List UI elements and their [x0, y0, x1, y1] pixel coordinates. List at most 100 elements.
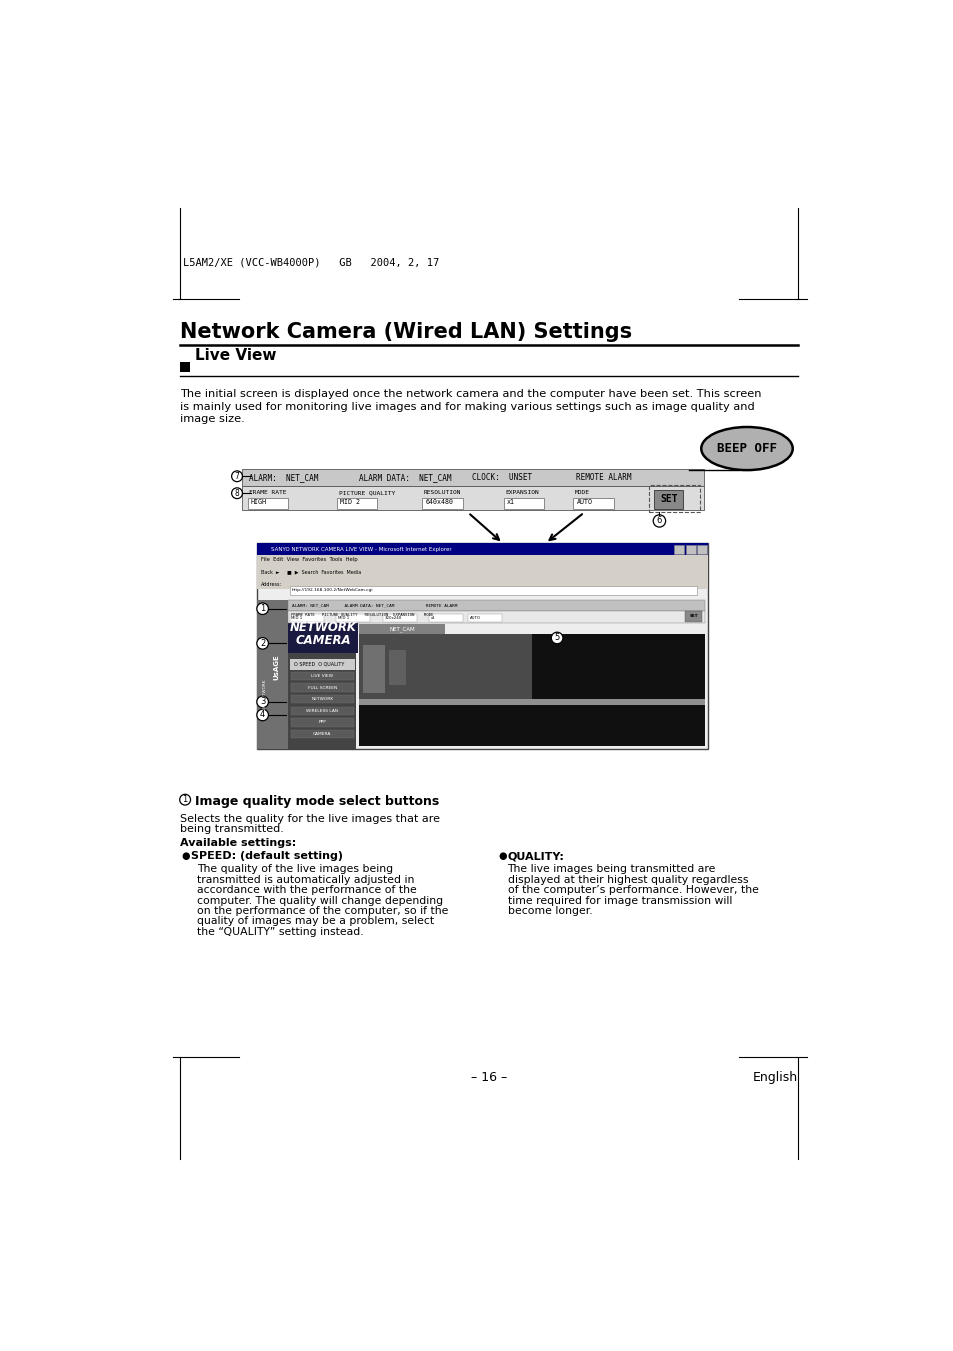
Text: 1: 1	[182, 796, 188, 804]
Bar	[291, 694, 354, 704]
Text: File  Edit  View  Favorites  Tools  Help: File Edit View Favorites Tools Help	[261, 557, 357, 562]
Text: x1: x1	[431, 616, 436, 620]
Text: 3: 3	[259, 697, 265, 707]
Bar	[359, 634, 704, 746]
Bar	[290, 585, 697, 594]
Text: The initial screen is displayed once the network camera and the computer have be: The initial screen is displayed once the…	[179, 389, 760, 400]
Bar	[257, 565, 707, 578]
Bar	[363, 644, 385, 693]
Text: quality of images may be a problem, select: quality of images may be a problem, sele…	[196, 916, 434, 927]
Text: – 16 –: – 16 –	[471, 1071, 506, 1084]
Text: 8: 8	[234, 489, 239, 497]
Bar	[649, 485, 699, 512]
Text: L5AM2/XE (VCC-WB4000P)   GB   2004, 2, 17: L5AM2/XE (VCC-WB4000P) GB 2004, 2, 17	[183, 257, 438, 267]
Bar	[382, 615, 416, 621]
Circle shape	[232, 488, 242, 499]
Text: MID 1: MID 1	[291, 616, 302, 620]
Bar	[241, 485, 703, 511]
Bar	[288, 611, 704, 623]
Bar	[429, 615, 463, 621]
Circle shape	[232, 471, 242, 482]
Text: 2: 2	[260, 639, 265, 648]
Bar	[468, 615, 501, 621]
Text: being transmitted.: being transmitted.	[179, 824, 283, 835]
Bar	[422, 497, 462, 508]
Text: Image quality mode select buttons: Image quality mode select buttons	[195, 794, 439, 808]
Text: Back  ►     ■  ▶  Search  Favorites  Media: Back ► ■ ▶ Search Favorites Media	[261, 569, 361, 574]
Text: FULL SCREEN: FULL SCREEN	[308, 686, 336, 689]
Bar	[288, 653, 356, 748]
Text: ●: ●	[497, 851, 506, 862]
Text: 7: 7	[234, 471, 239, 481]
Bar	[359, 624, 444, 634]
Text: transmitted is automatically adjusted in: transmitted is automatically adjusted in	[196, 874, 414, 885]
Text: 6: 6	[656, 516, 661, 526]
Text: MID 2: MID 2	[340, 500, 359, 505]
Text: SANYO NETWORK: SANYO NETWORK	[263, 680, 267, 716]
Bar	[573, 497, 613, 508]
Circle shape	[256, 638, 268, 648]
Text: SANYO NETWORK CAMERA LIVE VIEW - Microsoft Internet Explorer: SANYO NETWORK CAMERA LIVE VIEW - Microso…	[271, 547, 452, 553]
Text: Available settings:: Available settings:	[179, 838, 295, 848]
Text: ALARM:  NET_CAM: ALARM: NET_CAM	[249, 473, 318, 482]
Circle shape	[256, 696, 268, 708]
Text: is mainly used for monitoring live images and for making various settings such a: is mainly used for monitoring live image…	[179, 401, 754, 412]
Bar	[241, 469, 703, 485]
Text: NETWORK: NETWORK	[311, 697, 333, 701]
Bar	[336, 497, 377, 508]
Circle shape	[179, 794, 191, 805]
Text: the “QUALITY” setting instead.: the “QUALITY” setting instead.	[196, 927, 363, 936]
Text: AUTO: AUTO	[576, 500, 592, 505]
Bar	[291, 671, 354, 681]
Bar	[685, 544, 695, 554]
Circle shape	[256, 603, 268, 615]
Text: MID 1: MID 1	[337, 616, 349, 620]
Text: Address:: Address:	[261, 581, 282, 586]
Bar	[257, 600, 288, 748]
Bar	[335, 615, 370, 621]
Bar	[359, 698, 704, 705]
Bar	[291, 719, 354, 727]
Text: QUALITY:: QUALITY:	[507, 851, 564, 862]
Text: MODE: MODE	[575, 490, 589, 494]
Text: computer. The quality will change depending: computer. The quality will change depend…	[196, 896, 442, 905]
Text: RESOLUTION: RESOLUTION	[423, 490, 461, 494]
Text: BEEP OFF: BEEP OFF	[717, 442, 776, 455]
Text: ●: ●	[181, 851, 190, 862]
Text: The live images being transmitted are: The live images being transmitted are	[507, 865, 715, 874]
Text: ALARM DATA:  NET_CAM: ALARM DATA: NET_CAM	[359, 473, 452, 482]
Text: time required for image transmission will: time required for image transmission wil…	[507, 896, 731, 905]
Text: on the performance of the computer, so if the: on the performance of the computer, so i…	[196, 907, 448, 916]
Text: PPP: PPP	[318, 720, 326, 724]
Bar	[291, 707, 354, 715]
Bar	[674, 544, 683, 554]
Bar	[684, 611, 701, 621]
Bar	[290, 659, 355, 670]
Circle shape	[551, 632, 562, 644]
Text: 5: 5	[554, 634, 559, 643]
Bar	[288, 600, 357, 653]
Bar	[248, 497, 288, 508]
Text: Live View: Live View	[195, 349, 276, 363]
Text: CAMERA: CAMERA	[313, 732, 331, 736]
Text: 4: 4	[260, 711, 265, 720]
Text: HIGH: HIGH	[251, 500, 267, 505]
Text: 640x480: 640x480	[425, 500, 453, 505]
Bar	[257, 543, 707, 748]
Text: WIRELESS LAN: WIRELESS LAN	[306, 709, 338, 713]
Text: http://192.168.100.2/NetWebCam.cgi: http://192.168.100.2/NetWebCam.cgi	[292, 588, 374, 592]
Text: O SPEED  O QUALITY: O SPEED O QUALITY	[294, 662, 344, 666]
Text: accordance with the performance of the: accordance with the performance of the	[196, 885, 416, 896]
Text: SET: SET	[689, 615, 697, 619]
Text: The quality of the live images being: The quality of the live images being	[196, 865, 393, 874]
Circle shape	[256, 709, 268, 720]
Text: English: English	[752, 1071, 798, 1084]
Text: REMOTE ALARM: REMOTE ALARM	[576, 473, 631, 482]
Text: ALARM: NET_CAM      ALARM DATA: NET_CAM            REMOTE ALARM: ALARM: NET_CAM ALARM DATA: NET_CAM REMOT…	[292, 604, 457, 608]
Circle shape	[653, 515, 665, 527]
Text: Network Camera (Wired LAN) Settings: Network Camera (Wired LAN) Settings	[179, 322, 631, 342]
Text: image size.: image size.	[179, 413, 244, 424]
Text: LIVE VIEW: LIVE VIEW	[311, 674, 333, 678]
Text: AUTO: AUTO	[469, 616, 480, 620]
Bar	[288, 600, 704, 611]
